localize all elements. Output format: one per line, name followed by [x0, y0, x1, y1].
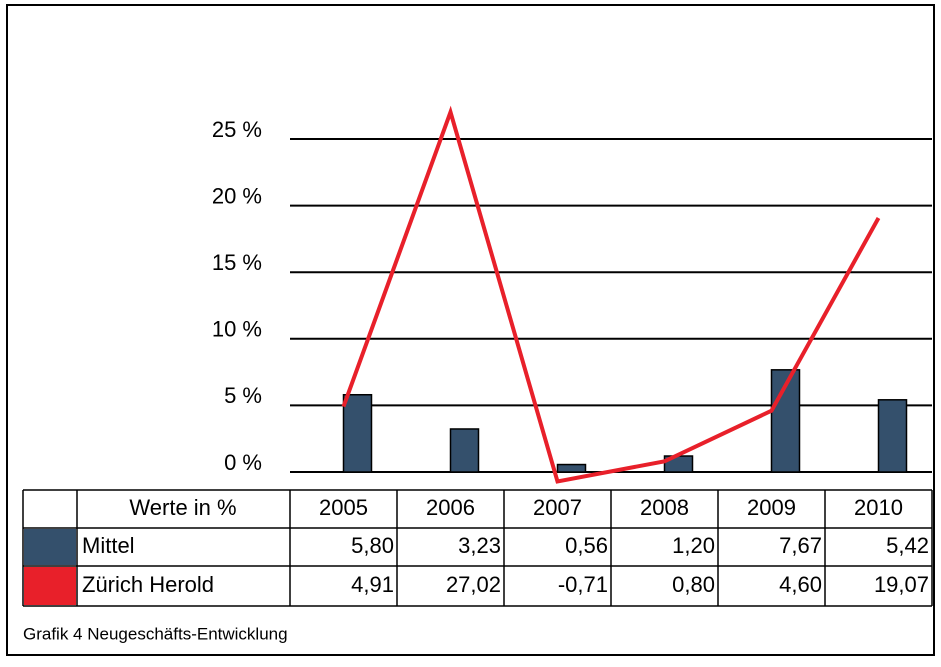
bar — [449, 428, 480, 473]
bar — [556, 463, 587, 473]
table-value: 0,80 — [672, 572, 715, 597]
frame — [6, 4, 935, 656]
legend-swatch — [24, 529, 76, 565]
bar — [877, 399, 908, 473]
y-tick-label: 25 % — [212, 117, 262, 142]
x-tick-label: 2008 — [640, 495, 689, 520]
table-value: 0,56 — [565, 533, 608, 558]
table-value: 5,80 — [351, 533, 394, 558]
chart-title: Grafik 4 Neugeschäfts-Entwicklung — [23, 624, 288, 643]
y-tick-label: 0 % — [224, 450, 262, 475]
table-value: 4,60 — [779, 572, 822, 597]
line — [341, 105, 881, 484]
table-value: 4,91 — [351, 572, 394, 597]
y-tick-label: 5 % — [224, 383, 262, 408]
table-value: 19,07 — [874, 572, 929, 597]
table-value: -0,71 — [558, 572, 608, 597]
legend-label: Zürich Herold — [82, 572, 214, 597]
y-tick-label: 15 % — [212, 250, 262, 275]
table-value: 3,23 — [458, 533, 501, 558]
y-tick-label: 10 % — [212, 317, 262, 342]
x-tick-label: 2010 — [854, 495, 903, 520]
legend-label: Mittel — [82, 533, 135, 558]
table-value: 1,20 — [672, 533, 715, 558]
table-value: 27,02 — [446, 572, 501, 597]
x-tick-label: 2005 — [319, 495, 368, 520]
table-value: 5,42 — [886, 533, 929, 558]
legend-swatch — [24, 567, 76, 605]
table-value: 7,67 — [779, 533, 822, 558]
bar — [342, 393, 373, 473]
table-header: Werte in % — [129, 495, 236, 520]
y-tick-label: 20 % — [212, 183, 262, 208]
x-tick-label: 2006 — [426, 495, 475, 520]
x-tick-label: 2007 — [533, 495, 582, 520]
x-tick-label: 2009 — [747, 495, 796, 520]
